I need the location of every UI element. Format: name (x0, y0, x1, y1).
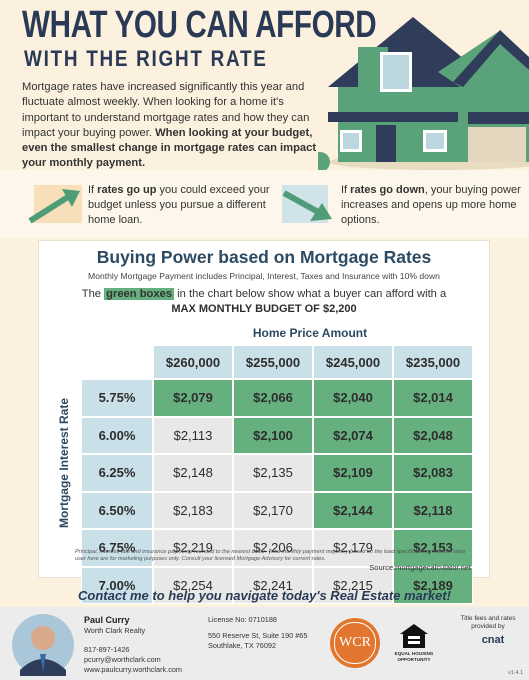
email: pcurry@worthclark.com (84, 655, 161, 664)
company-logo: WCR (330, 618, 380, 668)
table-subtitle: Monthly Mortgage Payment includes Princi… (88, 271, 440, 281)
payment-cell: $2,241 (233, 566, 313, 604)
cta: Contact me to help you navigate today's … (78, 588, 451, 603)
source: Source:mortgagecalculator.net (369, 563, 471, 572)
tip-text: , your buying power increases and opens … (341, 184, 521, 226)
description-text: The (81, 288, 105, 300)
payment-cell: $2,109 (313, 454, 393, 492)
rate-header: 6.25% (81, 454, 153, 492)
tip-up: If rates go up you could exceed your bud… (88, 183, 283, 228)
price-header: $255,000 (233, 345, 313, 379)
payment-cell: $2,048 (393, 416, 473, 454)
rate-header: 5.75% (81, 379, 153, 417)
price-header: $260,000 (153, 345, 233, 379)
provider: cnat (481, 634, 505, 646)
tip-text: you could exceed your budget unless you … (88, 184, 270, 226)
payment-cell: $2,083 (393, 454, 473, 492)
phone: 817-897-1426 (84, 645, 130, 654)
rate-header: 6.50% (81, 491, 153, 529)
price-header: $245,000 (313, 345, 393, 379)
description: The green boxes in the chart below show … (39, 288, 489, 300)
footer: Paul Curry Worth Clark Realty 817-897-14… (0, 607, 529, 680)
address-line: Southlake, TX 76092 (208, 641, 277, 650)
rate-header: 6.75% (81, 529, 153, 567)
website: www.paulcurry.worthclark.com (84, 665, 182, 674)
table-card: Buying Power based on Mortgage Rates Mon… (38, 240, 490, 604)
footnote: Principal, interest, title and insurance… (75, 549, 466, 562)
intro: Mortgage rates have increased significan… (22, 80, 322, 172)
arrow-up-icon (28, 185, 82, 224)
payment-cell: $2,153 (393, 529, 473, 567)
rate-header: 6.00% (81, 416, 153, 454)
agent-company: Worth Clark Realty (84, 626, 146, 635)
payment-cell: $2,179 (313, 529, 393, 567)
payment-cell: $2,113 (153, 416, 233, 454)
payment-cell: $2,148 (153, 454, 233, 492)
price-header: $235,000 (393, 345, 473, 379)
payment-cell: $2,183 (153, 491, 233, 529)
tip-text: If (341, 184, 351, 196)
address-line: 550 Reserve St, Suite 190 #65 (208, 631, 308, 640)
eho-text: EQUAL HOUSING OPPORTUNITY (394, 651, 434, 662)
payment-cell: $2,040 (313, 379, 393, 417)
payment-cell: $2,170 (233, 491, 313, 529)
eho-icon (400, 624, 428, 648)
payment-cell: $2,014 (393, 379, 473, 417)
tip-down: If rates go down, your buying power incr… (341, 183, 529, 228)
payment-cell: $2,144 (313, 491, 393, 529)
row-label: Mortgage Interest Rate (57, 397, 71, 529)
payment-cell: $2,189 (393, 566, 473, 604)
payment-cell: $2,100 (233, 416, 313, 454)
green-boxes: green boxes (104, 288, 175, 300)
table-title: Buying Power based on Mortgage Rates (96, 247, 432, 267)
arrow-down-icon (282, 185, 332, 223)
subtitle: WITH THE RIGHT RATE (24, 46, 268, 71)
agent-photo (12, 614, 74, 676)
payment-cell: $2,135 (233, 454, 313, 492)
rate-header: 7.00% (81, 566, 153, 604)
house-illustration (318, 17, 529, 170)
payment-cell: $2,206 (233, 529, 313, 567)
payment-cell: $2,079 (153, 379, 233, 417)
tips-band (0, 170, 529, 238)
version: v1.4.1 (508, 670, 523, 676)
payment-cell: $2,254 (153, 566, 233, 604)
tip-bold: rates go down (350, 184, 425, 196)
title-fees: Title fees and rates provided by (460, 615, 516, 630)
intro-bold: When looking at your budget, even the sm… (22, 126, 317, 170)
payment-cell: $2,074 (313, 416, 393, 454)
tip-bold: rates go up (97, 184, 157, 196)
title: WHAT YOU CAN AFFORD (22, 4, 377, 46)
column-label: Home Price Amount (252, 326, 368, 340)
payment-cell: $2,066 (233, 379, 313, 417)
payment-cell: $2,215 (313, 566, 393, 604)
tip-text: If (88, 184, 98, 196)
license: License No: 0710188 (208, 615, 277, 624)
logo-text: WCR (334, 622, 376, 664)
payment-cell: $2,219 (153, 529, 233, 567)
intro-text: Mortgage rates have increased significan… (22, 81, 310, 139)
payment-cell: $2,118 (393, 491, 473, 529)
budget: MAX MONTHLY BUDGET OF $2,200 (171, 303, 357, 315)
agent-name: Paul Curry (84, 615, 130, 625)
description-text: in the chart below show what a buyer can… (174, 288, 447, 300)
